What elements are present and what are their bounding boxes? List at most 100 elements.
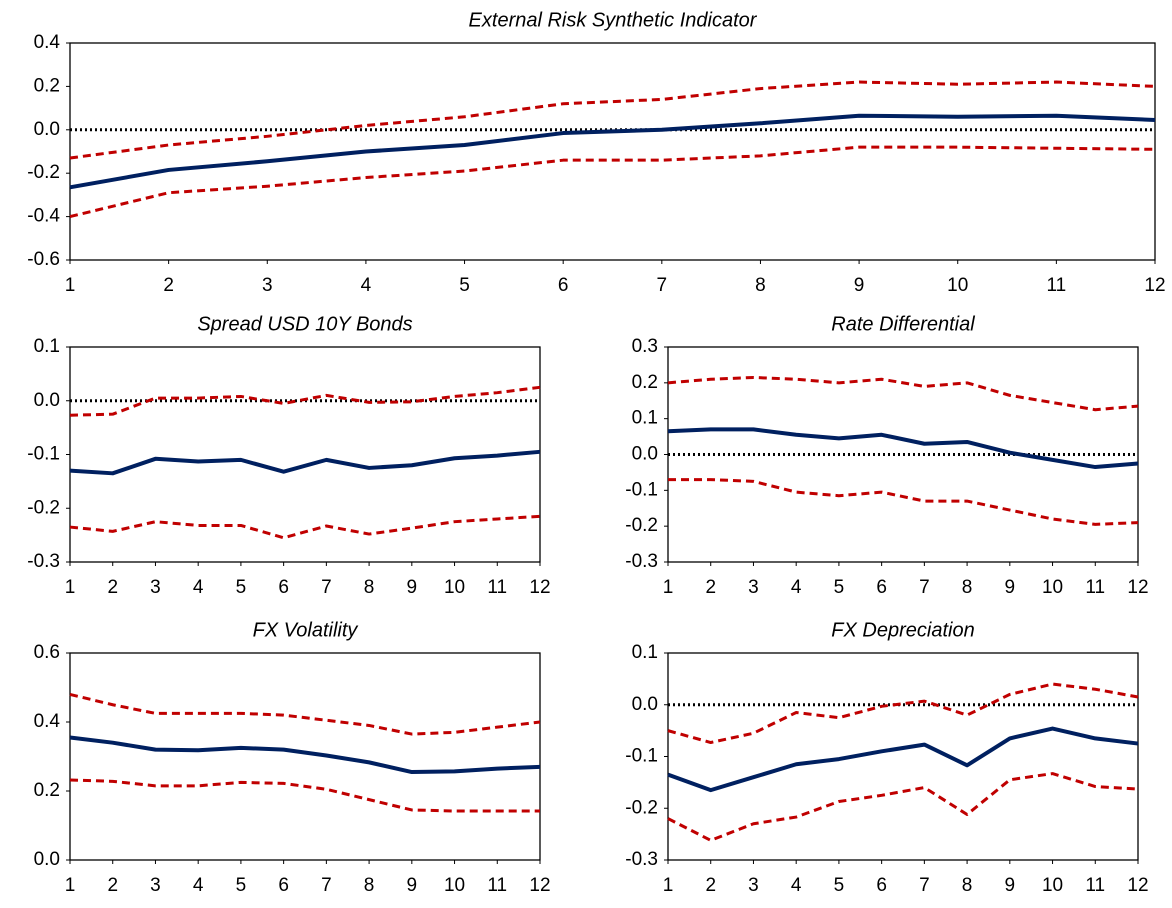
x-tick-label: 8 xyxy=(962,875,973,896)
y-tick-label: -0.4 xyxy=(27,206,60,227)
x-tick-label: 4 xyxy=(791,875,802,896)
band-line xyxy=(69,778,540,813)
chart-title: External Risk Synthetic Indicator xyxy=(469,9,758,31)
x-tick-label: 6 xyxy=(278,577,289,598)
band-line xyxy=(69,692,541,736)
y-tick-label: -0.2 xyxy=(27,162,60,183)
x-tick-label: 3 xyxy=(748,875,759,896)
response-line xyxy=(69,449,541,476)
x-tick-label: 10 xyxy=(1042,875,1063,896)
x-tick-label: 5 xyxy=(834,577,845,598)
x-tick-label: 5 xyxy=(834,875,845,896)
x-tick-label: 3 xyxy=(150,875,161,896)
x-tick-label: 3 xyxy=(262,275,273,296)
y-tick-label: 0.4 xyxy=(34,32,61,53)
y-tick-label: -0.2 xyxy=(625,515,658,536)
x-tick-label: 2 xyxy=(107,577,118,598)
response-line xyxy=(69,735,541,775)
y-tick-label: -0.6 xyxy=(27,249,60,270)
band-line xyxy=(69,145,1156,219)
x-tick-label: 5 xyxy=(459,275,470,296)
x-tick-label: 1 xyxy=(663,875,674,896)
x-tick-label: 4 xyxy=(193,577,204,598)
y-tick-label: -0.3 xyxy=(625,849,658,870)
x-tick-label: 9 xyxy=(1005,875,1016,896)
x-tick-label: 5 xyxy=(236,577,247,598)
y-tick-label: 0.4 xyxy=(34,711,61,732)
x-tick-label: 3 xyxy=(150,577,161,598)
x-tick-label: 4 xyxy=(791,577,802,598)
x-tick-label: 4 xyxy=(361,275,372,296)
y-tick-label: -0.1 xyxy=(27,444,60,465)
x-tick-label: 1 xyxy=(65,577,76,598)
band-line xyxy=(667,375,1139,412)
x-tick-label: 8 xyxy=(962,577,973,598)
response-line xyxy=(667,427,1139,470)
y-tick-label: 0.2 xyxy=(632,372,658,393)
x-tick-label: 1 xyxy=(663,577,674,598)
x-tick-label: 6 xyxy=(558,275,569,296)
y-tick-label: -0.1 xyxy=(625,479,658,500)
x-tick-label: 2 xyxy=(107,875,118,896)
x-tick-label: 6 xyxy=(876,577,887,598)
band-line xyxy=(667,772,1139,842)
x-tick-label: 9 xyxy=(407,577,418,598)
x-tick-label: 10 xyxy=(947,275,968,296)
y-tick-label: 0.1 xyxy=(34,336,60,357)
x-tick-label: 2 xyxy=(705,577,716,598)
plot-area xyxy=(69,346,541,563)
band-line xyxy=(69,385,541,417)
y-tick-label: -0.1 xyxy=(625,746,658,767)
x-tick-label: 6 xyxy=(876,875,887,896)
x-tick-label: 2 xyxy=(705,875,716,896)
x-tick-label: 6 xyxy=(278,875,289,896)
x-tick-label: 10 xyxy=(444,577,465,598)
x-tick-label: 1 xyxy=(65,875,76,896)
response-line xyxy=(69,113,1156,190)
x-tick-label: 12 xyxy=(529,577,550,598)
x-tick-label: 7 xyxy=(321,577,332,598)
chart-title: FX Volatility xyxy=(253,619,359,641)
y-tick-label: -0.3 xyxy=(27,551,60,572)
x-tick-label: 11 xyxy=(1046,275,1066,296)
x-tick-label: 3 xyxy=(748,577,759,598)
x-tick-label: 11 xyxy=(1085,577,1105,598)
x-tick-label: 7 xyxy=(657,275,668,296)
x-tick-label: 12 xyxy=(1127,875,1148,896)
y-tick-label: 0.1 xyxy=(632,408,658,429)
x-tick-label: 9 xyxy=(407,875,418,896)
chart-title: Spread USD 10Y Bonds xyxy=(197,313,412,335)
x-tick-label: 7 xyxy=(919,577,930,598)
x-tick-label: 7 xyxy=(321,875,332,896)
x-tick-label: 8 xyxy=(364,577,375,598)
plot-area xyxy=(69,652,541,861)
y-tick-label: 0.6 xyxy=(34,642,60,663)
chart-title: FX Depreciation xyxy=(831,619,974,641)
y-tick-label: 0.0 xyxy=(632,444,658,465)
y-tick-label: -0.2 xyxy=(625,797,658,818)
x-tick-label: 8 xyxy=(755,275,766,296)
plot-area xyxy=(667,652,1139,861)
band-line xyxy=(668,478,1139,526)
y-tick-label: -0.3 xyxy=(625,551,658,572)
y-tick-label: -0.2 xyxy=(27,497,60,518)
x-tick-label: 9 xyxy=(1005,577,1016,598)
plot-area xyxy=(69,42,1156,261)
x-tick-label: 11 xyxy=(487,577,507,598)
band-line xyxy=(69,80,1156,160)
x-tick-label: 8 xyxy=(364,875,375,896)
y-tick-label: 0.0 xyxy=(34,119,60,140)
y-tick-label: 0.0 xyxy=(34,849,60,870)
x-tick-label: 7 xyxy=(919,875,930,896)
x-tick-label: 11 xyxy=(1085,875,1105,896)
y-tick-label: 0.2 xyxy=(34,780,60,801)
x-tick-label: 10 xyxy=(1042,577,1063,598)
x-tick-label: 11 xyxy=(487,875,507,896)
x-tick-label: 1 xyxy=(65,275,76,296)
y-tick-label: 0.1 xyxy=(632,642,658,663)
x-tick-label: 12 xyxy=(1144,275,1165,296)
x-tick-label: 12 xyxy=(529,875,550,896)
y-tick-label: 0.0 xyxy=(632,694,658,715)
